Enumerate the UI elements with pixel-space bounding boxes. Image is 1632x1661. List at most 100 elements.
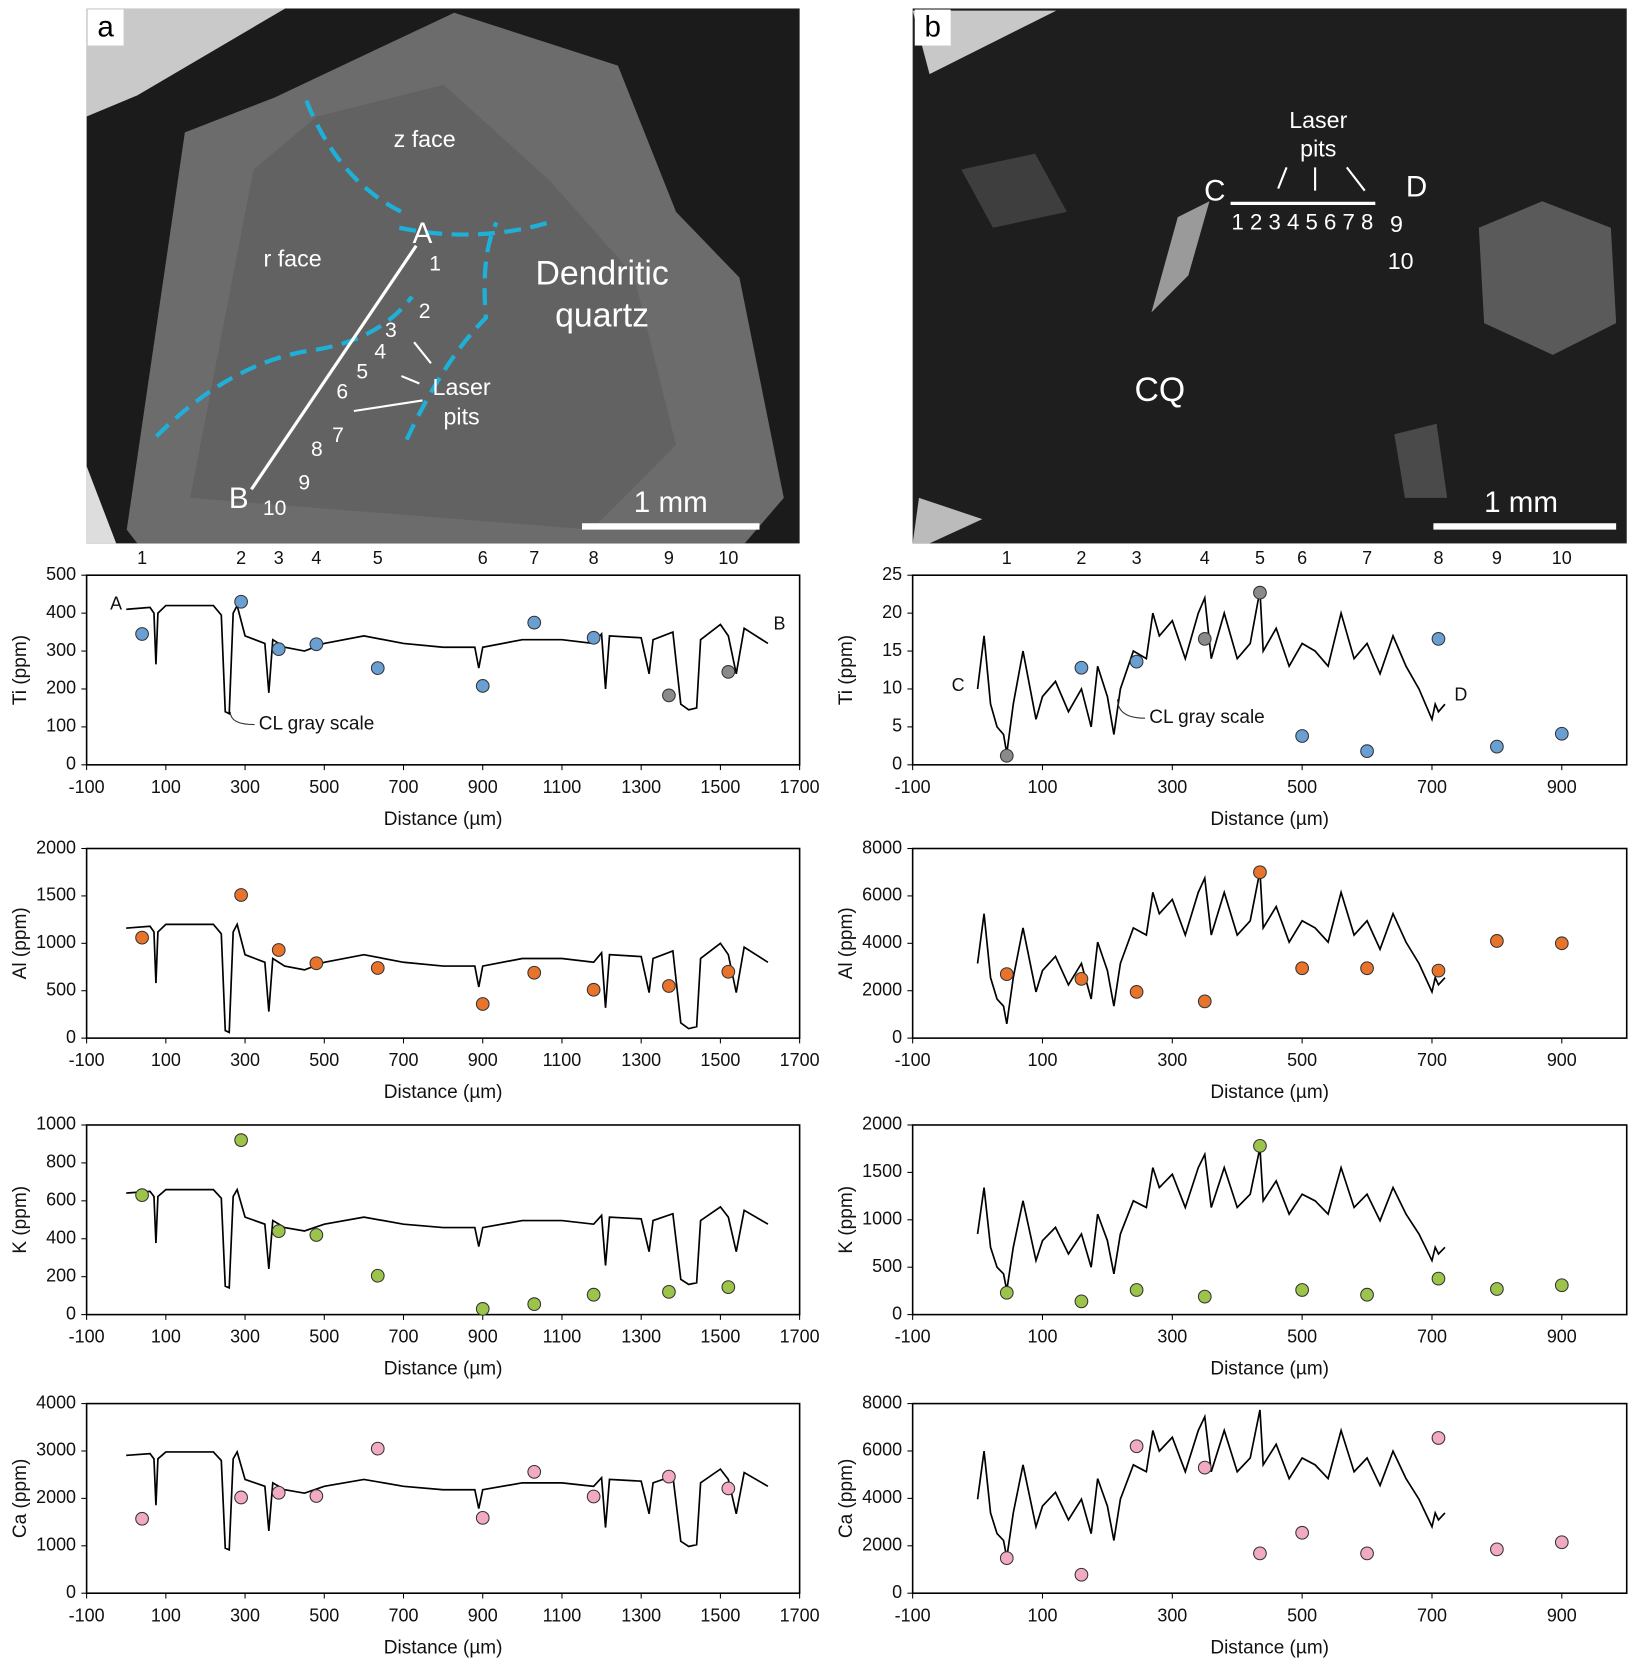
spot-number: 6: [1297, 548, 1307, 568]
laser-spot: [235, 1491, 248, 1504]
laser-spot: [1000, 749, 1013, 762]
x-tick-label: 300: [230, 1327, 260, 1347]
plot-frame: [87, 1404, 800, 1594]
y-tick-label: 0: [66, 1027, 76, 1047]
x-tick-label: -100: [895, 1327, 931, 1347]
image-label: B: [229, 482, 249, 515]
y-tick-label: 1000: [36, 1535, 76, 1555]
spot-number: 1: [137, 548, 147, 568]
y-tick-label: 20: [882, 602, 902, 622]
x-tick-label: 900: [468, 1050, 498, 1070]
y-tick-label: 1500: [36, 885, 76, 905]
spot-number: 10: [1552, 548, 1572, 568]
spot-number: 8: [589, 548, 599, 568]
image-label: D: [1406, 170, 1427, 203]
laser-spot: [310, 1229, 323, 1242]
line-label: CL gray scale: [259, 714, 374, 735]
x-tick-label: 100: [151, 777, 181, 797]
laser-spot: [1432, 964, 1445, 977]
x-tick-label: 1700: [780, 1050, 820, 1070]
laser-spot: [310, 638, 323, 651]
x-tick-label: -100: [69, 1050, 105, 1070]
y-axis-title: K (ppm): [836, 1186, 857, 1254]
laser-spot: [528, 966, 541, 979]
y-axis-title: Ca (ppm): [10, 1459, 31, 1538]
x-axis-title: Distance (µm): [384, 1637, 503, 1658]
x-tick-label: 500: [309, 777, 339, 797]
spot-number: 5: [1255, 548, 1265, 568]
laser-spot: [1130, 1284, 1143, 1297]
spot-label: 10: [263, 497, 286, 520]
laser-spot: [235, 889, 248, 902]
x-tick-label: 900: [1547, 1605, 1577, 1625]
x-tick-label: 300: [1157, 1605, 1187, 1625]
image-label: C: [1204, 175, 1225, 208]
cl-image-b: b Laser pits C D 1 2 3 4 5 6 7 8 9 10 CQ…: [913, 8, 1627, 543]
spot-number: 2: [236, 548, 246, 568]
laser-spot: [1432, 1272, 1445, 1285]
y-axis-title: Al (ppm): [836, 907, 857, 979]
y-tick-label: 15: [882, 640, 902, 660]
x-tick-label: 100: [151, 1050, 181, 1070]
y-tick-label: 4000: [36, 1392, 76, 1412]
y-tick-label: 500: [46, 979, 76, 999]
laser-spot: [272, 1486, 285, 1499]
y-axis-title: K (ppm): [10, 1186, 31, 1254]
y-tick-label: 100: [46, 716, 76, 736]
spot-number: 6: [478, 548, 488, 568]
laser-spot: [1432, 633, 1445, 646]
spot-label: 4: [374, 340, 386, 363]
laser-spot: [1000, 1552, 1013, 1565]
x-tick-label: 700: [389, 1605, 419, 1625]
image-label: 9: [1390, 211, 1403, 237]
x-tick-label: -100: [895, 1050, 931, 1070]
spot-label: 8: [311, 438, 323, 461]
plot-frame: [87, 849, 800, 1039]
laser-spot: [1000, 1286, 1013, 1299]
x-tick-label: 1500: [700, 777, 740, 797]
image-label: CQ: [1134, 371, 1185, 409]
laser-spot: [1361, 962, 1374, 975]
y-tick-label: 6000: [862, 1440, 902, 1460]
laser-spot: [1198, 1290, 1211, 1303]
laser-spot: [1555, 727, 1568, 740]
x-tick-label: 300: [230, 1605, 260, 1625]
laser-spot: [1254, 586, 1267, 599]
y-tick-label: 5: [892, 716, 902, 736]
x-tick-label: 1100: [543, 1050, 582, 1070]
laser-spot: [528, 1465, 541, 1478]
x-tick-label: -100: [69, 1327, 105, 1347]
image-label: pits: [444, 404, 480, 430]
x-tick-label: 900: [468, 1327, 498, 1347]
x-tick-label: 300: [1157, 1327, 1187, 1347]
x-tick-label: -100: [69, 1605, 105, 1625]
image-label: 1 2 3 4 5 6 7 8: [1232, 209, 1374, 234]
laser-spot: [235, 1134, 248, 1147]
laser-spot: [587, 631, 600, 644]
spot-number: 5: [373, 548, 383, 568]
y-tick-label: 0: [892, 754, 902, 774]
laser-spot: [272, 643, 285, 656]
spot-label: 3: [385, 319, 397, 342]
laser-spot: [1075, 661, 1088, 674]
spot-number: 9: [664, 548, 674, 568]
image-label: Laser: [1289, 107, 1347, 133]
laser-spot: [528, 1298, 541, 1311]
annotation: D: [1454, 685, 1467, 705]
laser-spot: [1198, 995, 1211, 1008]
laser-spot: [1491, 1283, 1504, 1296]
x-tick-label: 500: [1287, 1605, 1317, 1625]
laser-spot: [1555, 1536, 1568, 1549]
x-tick-label: 1500: [700, 1605, 740, 1625]
laser-spot: [1491, 1543, 1504, 1556]
x-tick-label: 1300: [621, 1605, 661, 1625]
image-label: A: [413, 217, 433, 250]
scale-bar-label: 1 mm: [634, 486, 708, 519]
image-label: r face: [264, 246, 322, 272]
x-tick-label: 1100: [543, 1605, 582, 1625]
laser-spot: [722, 666, 735, 679]
x-tick-label: 500: [309, 1327, 339, 1347]
laser-spot: [1361, 1288, 1374, 1301]
laser-spot: [1254, 1547, 1267, 1560]
cl-profile: [126, 924, 768, 1032]
